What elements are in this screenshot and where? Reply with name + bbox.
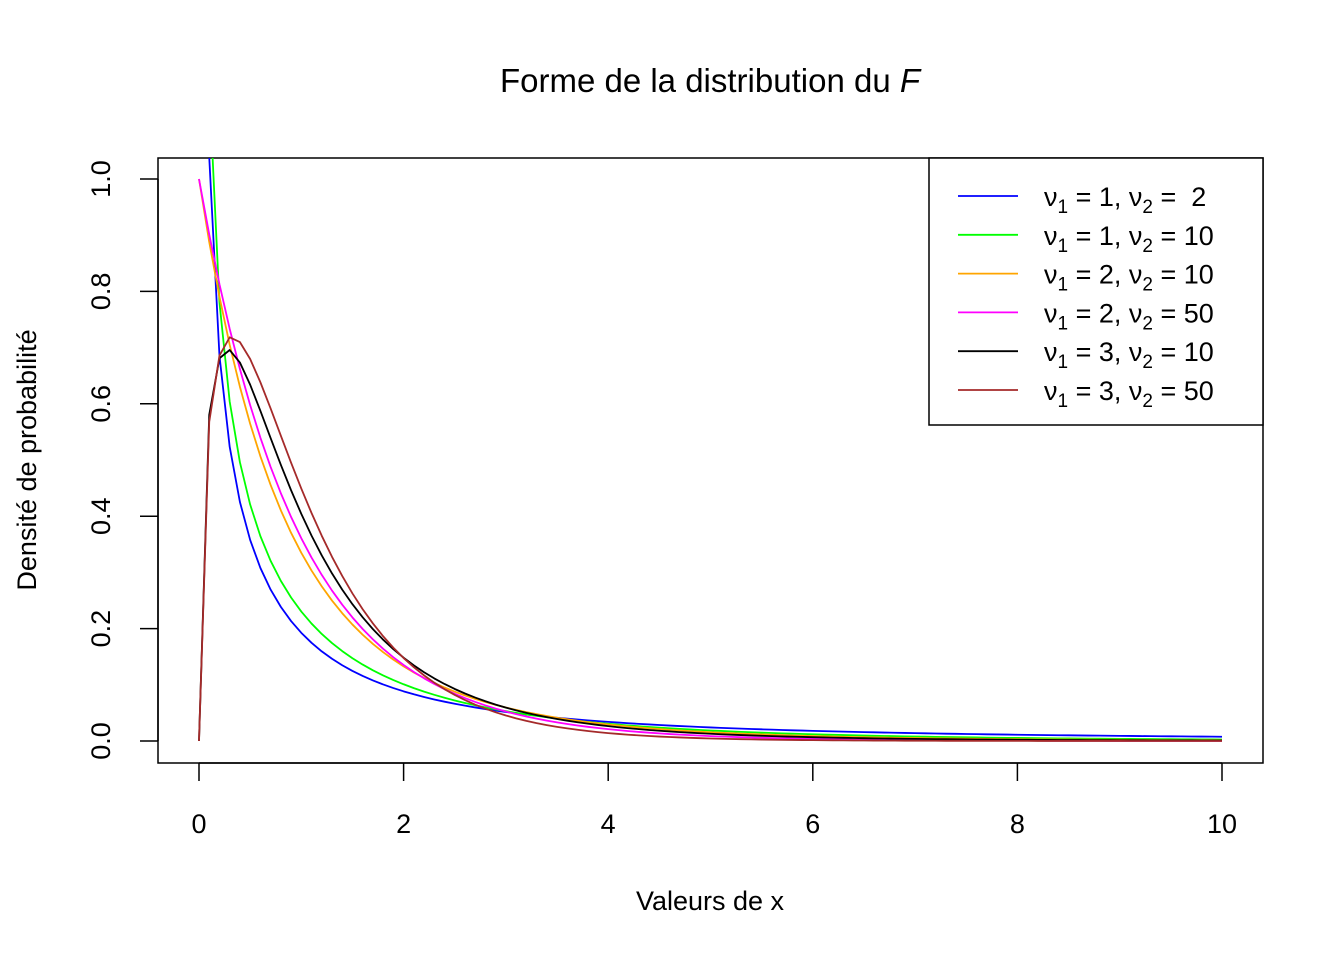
- legend-subscript: 1: [1058, 275, 1069, 296]
- legend-subscript: 2: [1142, 391, 1153, 412]
- legend-text: = 2: [1153, 182, 1206, 212]
- series-line-6: [198, 336, 1223, 742]
- legend-entry: ν1 = 3, ν2 = 10: [1044, 337, 1214, 373]
- chart-title-italic: F: [900, 62, 922, 99]
- legend-text: = 10: [1153, 337, 1214, 367]
- series-group: [198, 158, 1223, 742]
- y-axis-label: Densité de probabilité: [12, 329, 42, 590]
- legend-text: ν: [1129, 337, 1143, 367]
- legend-entry: ν1 = 3, ν2 = 50: [1044, 376, 1214, 412]
- x-tick-label: 0: [191, 809, 206, 839]
- legend-subscript: 2: [1142, 313, 1153, 334]
- legend-text: = 50: [1153, 298, 1214, 328]
- legend-text: ν: [1044, 260, 1058, 290]
- x-axis-label: Valeurs de x: [636, 886, 785, 916]
- legend-box: [928, 157, 1264, 426]
- legend-subscript: 2: [1142, 275, 1153, 296]
- series-line-1: [208, 158, 1223, 738]
- legend-subscript: 2: [1142, 352, 1153, 373]
- legend-text: = 3,: [1068, 376, 1129, 406]
- x-axis: 0 2 4 6 8 10: [191, 762, 1237, 839]
- legend-entry: ν1 = 2, ν2 = 50: [1044, 298, 1214, 334]
- x-tick-label: 4: [601, 809, 616, 839]
- legend-text: = 3,: [1068, 337, 1129, 367]
- chart-title: Forme de la distribution du F: [500, 62, 922, 99]
- legend-text: = 10: [1153, 260, 1214, 290]
- legend-subscript: 1: [1058, 313, 1069, 334]
- legend-text: ν: [1129, 260, 1143, 290]
- chart-title-text: Forme de la distribution du: [500, 62, 891, 99]
- series-layer: [198, 158, 1223, 742]
- legend-text: = 2,: [1068, 298, 1129, 328]
- legend-text: = 50: [1153, 376, 1214, 406]
- legend-text: = 10: [1153, 221, 1214, 251]
- y-axis: 0.0 0.2 0.4 0.6 0.8 1.0: [86, 160, 159, 760]
- legend-entry: ν1 = 1, ν2 = 10: [1044, 221, 1214, 257]
- y-tick-label: 0.6: [86, 385, 116, 423]
- legend-subscript: 2: [1142, 197, 1153, 218]
- legend-text: ν: [1044, 182, 1058, 212]
- legend-text: = 2,: [1068, 260, 1129, 290]
- legend-subscript: 1: [1058, 236, 1069, 257]
- legend-subscript: 1: [1058, 352, 1069, 373]
- y-tick-label: 0.8: [86, 273, 116, 311]
- legend-text: = 1,: [1068, 221, 1129, 251]
- legend-text: ν: [1129, 182, 1143, 212]
- x-tick-label: 8: [1010, 809, 1025, 839]
- legend-subscript: 2: [1142, 236, 1153, 257]
- y-tick-label: 0.0: [86, 722, 116, 760]
- legend-entry: ν1 = 2, ν2 = 10: [1044, 260, 1214, 296]
- y-tick-label: 1.0: [86, 160, 116, 198]
- legend-text: ν: [1044, 298, 1058, 328]
- legend-text: ν: [1044, 337, 1058, 367]
- x-tick-label: 2: [396, 809, 411, 839]
- legend-text: ν: [1044, 376, 1058, 406]
- legend-subscript: 1: [1058, 197, 1069, 218]
- legend-text: ν: [1129, 376, 1143, 406]
- legend-text: ν: [1129, 298, 1143, 328]
- legend-text: ν: [1129, 221, 1143, 251]
- x-tick-label: 6: [805, 809, 820, 839]
- y-tick-label: 0.2: [86, 610, 116, 648]
- series-line-2: [211, 158, 1223, 741]
- legend-text: ν: [1044, 221, 1058, 251]
- legend-subscript: 1: [1058, 391, 1069, 412]
- y-tick-label: 0.4: [86, 497, 116, 535]
- legend-text: = 1,: [1068, 182, 1129, 212]
- series-line-5: [198, 349, 1223, 742]
- legend-entry: ν1 = 1, ν2 = 2: [1044, 182, 1206, 218]
- x-tick-label: 10: [1207, 809, 1237, 839]
